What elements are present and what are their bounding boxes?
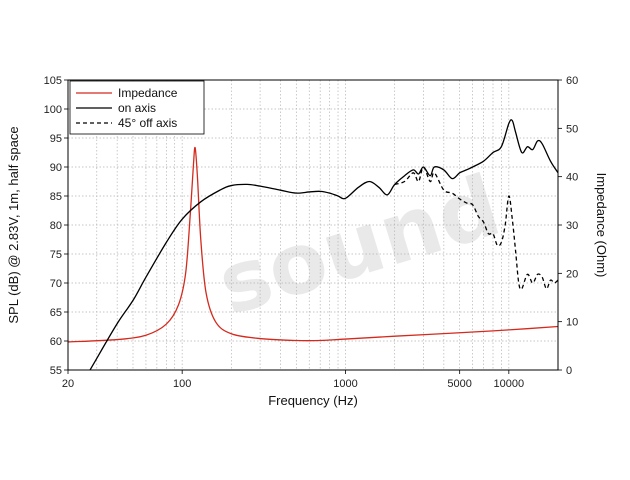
off-axis-series-line (394, 166, 558, 291)
impedance-series-line (68, 146, 558, 343)
y-right-tick-label: 20 (566, 268, 578, 280)
x-tick-label: 5000 (447, 378, 471, 390)
ticks-layer: 55 60 65 70 75 80 85 90 95 100 105 0 10 20 30 40 50 60 20 1… (44, 75, 579, 390)
y-left-tick-label: 80 (50, 220, 62, 232)
y-left-tick-label: 95 (50, 133, 62, 145)
x-tick-label: 20 (62, 378, 74, 390)
x-tick-label: 10000 (494, 378, 525, 390)
y-left-tick-label: 60 (50, 336, 62, 348)
y-left-tick-label: 55 (50, 365, 62, 377)
y-left-tick-label: 105 (44, 75, 62, 87)
legend-label-impedance: Impedance (118, 86, 178, 100)
y-right-tick-label: 30 (566, 220, 578, 232)
legend-label-off-axis: 45° off axis (118, 116, 177, 130)
grid-layer (68, 80, 558, 370)
series-layer (68, 119, 558, 370)
y-right-tick-label: 40 (566, 172, 578, 184)
y-left-tick-label: 100 (44, 104, 62, 116)
y-axis-right-title: Impedance (Ohm) (594, 173, 609, 278)
y-right-tick-label: 60 (566, 75, 578, 87)
y-right-tick-label: 0 (566, 365, 572, 377)
watermark-text: sound (207, 156, 511, 334)
x-tick-label: 100 (173, 378, 191, 390)
y-left-tick-label: 65 (50, 307, 62, 319)
legend-label-on-axis: on axis (118, 101, 156, 115)
x-tick-label: 1000 (333, 378, 357, 390)
y-left-tick-label: 70 (50, 278, 62, 290)
y-left-tick-label: 85 (50, 191, 62, 203)
plot-frame (67, 79, 559, 371)
y-right-tick-label: 50 (566, 123, 578, 135)
x-axis-title: Frequency (Hz) (268, 393, 358, 408)
y-left-tick-label: 90 (50, 162, 62, 174)
y-right-tick-label: 10 (566, 317, 578, 329)
legend: Impedance on axis 45° off axis (69, 80, 205, 135)
y-axis-left-title: SPL (dB) @ 2.83V, 1m, half space (6, 126, 21, 323)
y-left-tick-label: 75 (50, 249, 62, 261)
